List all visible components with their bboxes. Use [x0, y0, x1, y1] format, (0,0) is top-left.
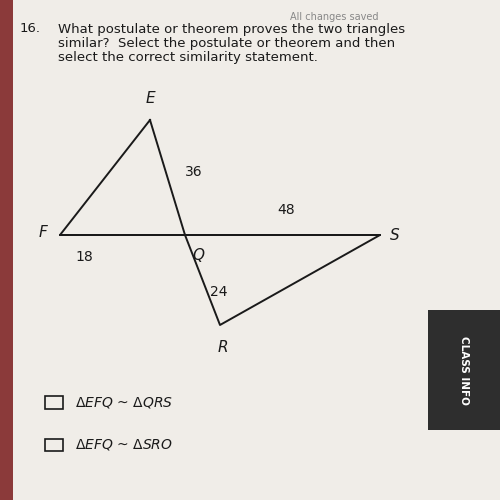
Text: All changes saved: All changes saved: [290, 12, 378, 22]
Bar: [45, 396, 62, 409]
Text: F: F: [39, 225, 48, 240]
Text: E: E: [145, 91, 155, 106]
Bar: [0, 0, 12, 500]
Text: $\it{\Delta}$$\it{EFQ}$ ~ $\it{\Delta}$$\it{SRO}$: $\it{\Delta}$$\it{EFQ}$ ~ $\it{\Delta}$$…: [75, 438, 173, 452]
Text: S: S: [390, 228, 400, 242]
Text: $\it{\Delta}$$\it{EFQ}$ ~ $\it{\Delta}$$\it{QRS}$: $\it{\Delta}$$\it{EFQ}$ ~ $\it{\Delta}$$…: [75, 395, 173, 410]
Text: 24: 24: [210, 285, 228, 299]
Text: What postulate or theorem proves the two triangles: What postulate or theorem proves the two…: [58, 22, 405, 36]
Text: 16.: 16.: [20, 22, 41, 36]
Text: 18: 18: [75, 250, 93, 264]
Text: R: R: [217, 340, 228, 355]
Bar: [428, 310, 500, 430]
Text: select the correct similarity statement.: select the correct similarity statement.: [58, 52, 318, 64]
Text: similar?  Select the postulate or theorem and then: similar? Select the postulate or theorem…: [58, 37, 394, 50]
Text: Q: Q: [192, 248, 204, 262]
Bar: [45, 439, 62, 451]
Text: CLASS INFO: CLASS INFO: [459, 336, 469, 404]
Text: 48: 48: [278, 203, 295, 217]
Text: 36: 36: [185, 166, 202, 179]
